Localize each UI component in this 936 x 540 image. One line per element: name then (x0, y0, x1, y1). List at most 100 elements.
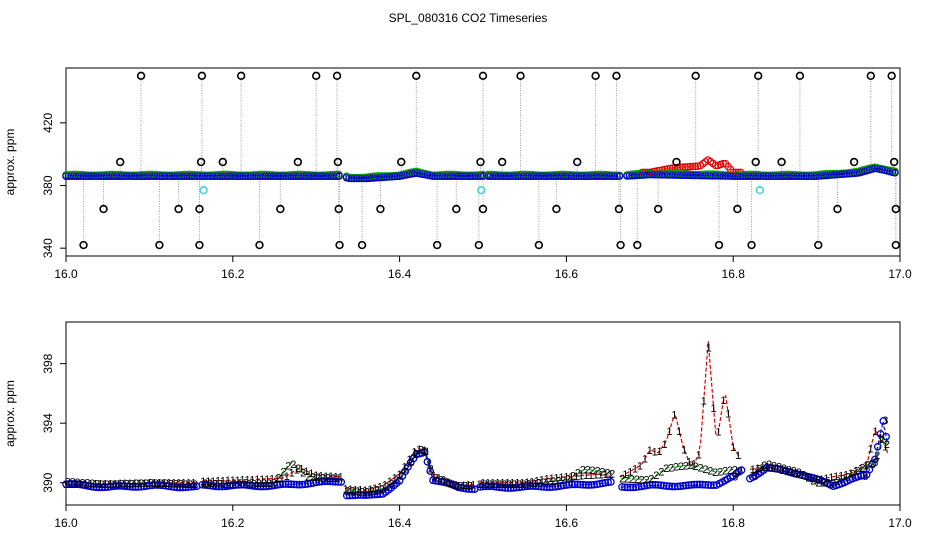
series-point-2: 2 (585, 465, 591, 477)
outlier-point-low (155, 240, 164, 250)
series-point-3 (582, 481, 590, 489)
series-point-2: 2 (241, 479, 247, 491)
series-point-1: 1 (480, 478, 486, 490)
series-point-3 (860, 471, 868, 480)
series-point-3 (579, 480, 587, 489)
series-line-1 (478, 473, 612, 484)
series-point-2: 2 (560, 475, 566, 487)
series-point-1: 1 (259, 474, 265, 486)
series-point-2: 2 (452, 480, 458, 492)
series-point-2: 2 (442, 476, 448, 488)
series-point-1: 1 (593, 470, 599, 482)
series-point-2: 2 (310, 472, 316, 484)
series-point-2: 2 (261, 478, 267, 490)
series-point-3 (620, 483, 629, 492)
series-point-3 (623, 483, 632, 492)
series-point-1: 1 (431, 471, 437, 483)
outlier-point-mid-low (891, 204, 901, 214)
series-point-2: 2 (683, 461, 689, 473)
top-x-tick-label: 16.2 (221, 267, 245, 281)
outlier-point-low (195, 240, 204, 250)
series-point-1: 1 (642, 454, 648, 466)
series-point-1: 1 (298, 464, 304, 476)
series-point-2: 2 (835, 476, 841, 488)
series-point-1: 1 (254, 474, 260, 486)
series-point-2: 2 (364, 486, 370, 498)
series-point-3 (145, 481, 154, 490)
outlier-point-mid-high (293, 157, 303, 167)
series-point-3 (423, 457, 432, 466)
series-point-3-label: 3 (752, 471, 758, 483)
series-point-3 (420, 448, 429, 457)
outlier-point-mid-low (733, 204, 742, 214)
series-point-2: 2 (398, 471, 404, 483)
series-point-2: 2 (771, 460, 777, 472)
series-point-3 (198, 480, 207, 489)
series-point-3 (259, 482, 268, 491)
series-point-3 (109, 482, 118, 491)
baseline-point-red (681, 163, 689, 171)
baseline-point-red (686, 162, 694, 171)
series-point-1: 1 (357, 485, 363, 497)
series-point-3 (593, 480, 601, 489)
series-point-3 (98, 483, 106, 492)
series-point-2: 2 (212, 478, 218, 490)
series-point-1: 1 (426, 458, 432, 470)
series-point-1: 1 (441, 475, 447, 487)
series-point-3 (654, 481, 662, 489)
series-point-1: 1 (853, 466, 859, 478)
series-point-3 (267, 481, 276, 490)
series-point-3 (509, 484, 518, 492)
series-point-2: 2 (123, 478, 129, 490)
baseline-point-red (711, 161, 720, 170)
series-point-3 (106, 482, 115, 491)
series-point-1: 1 (382, 479, 388, 491)
series-point-3 (131, 483, 140, 491)
outlier-point-low (79, 240, 88, 250)
outlier-point-mid-high (397, 157, 406, 167)
series-point-2: 2 (702, 464, 708, 476)
outlier-point-cyan (755, 186, 765, 195)
series-point-3 (262, 482, 271, 491)
series-point-1: 1 (607, 469, 613, 481)
series-point-1: 1 (225, 475, 231, 487)
outlier-point-cyan (199, 186, 208, 195)
series-point-2: 2 (884, 439, 890, 451)
series-point-3 (365, 490, 373, 499)
series-point-3 (123, 482, 132, 491)
panel-top: 16.0 16.2 16.4 16.6 16.8 17.0 340 380 420 approx.… (3, 67, 912, 281)
series-point-1: 1 (102, 478, 108, 490)
series-point-3 (95, 483, 104, 492)
series-point-2: 2 (383, 481, 389, 493)
series-point-1: 1 (495, 478, 501, 490)
series-point-3 (679, 482, 688, 490)
series-point-2: 2 (300, 468, 306, 480)
series-point-3 (498, 483, 507, 492)
series-point-1: 1 (446, 477, 452, 489)
series-point-3 (317, 477, 326, 486)
series-point-2: 2 (531, 478, 537, 490)
series-point-2: 2 (491, 479, 497, 491)
series-point-2: 2 (173, 478, 179, 490)
series-point-3-label: 3 (872, 457, 878, 469)
series-point-3 (704, 481, 713, 489)
series-point-3 (707, 481, 715, 490)
series-point-2: 2 (295, 463, 301, 475)
series-point-1: 1 (485, 478, 491, 490)
series-point-1: 1 (338, 472, 344, 484)
series-point-2: 2 (236, 479, 242, 491)
series-point-3 (295, 480, 304, 489)
series-point-3 (134, 483, 143, 491)
outlier-point-mid-high (889, 157, 899, 167)
series-point-2: 2 (462, 481, 468, 493)
series-point-2: 2 (482, 479, 488, 491)
series-point-1: 1 (848, 468, 854, 480)
top-frame (65, 67, 901, 257)
series-point-2: 2 (187, 479, 193, 491)
series-point-3 (548, 483, 557, 491)
series-point-1: 1 (347, 484, 353, 496)
series-point-1: 1 (367, 484, 373, 496)
series-point-3 (537, 482, 546, 491)
series-point-2: 2 (697, 463, 703, 475)
